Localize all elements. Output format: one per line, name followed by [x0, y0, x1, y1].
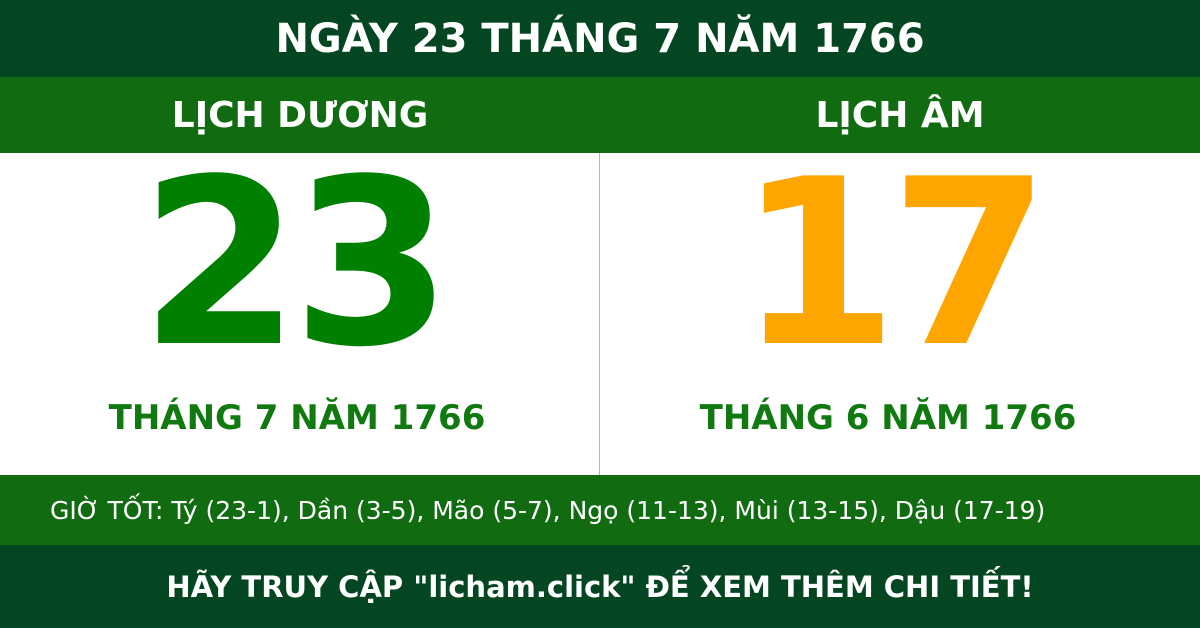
solar-day: 23 [139, 131, 452, 398]
column-divider [599, 153, 600, 475]
calendar-body [2, 153, 1200, 475]
page-title: NGÀY 23 THÁNG 7 NĂM 1766 [0, 0, 1200, 77]
footer-cta: HÃY TRUY CẬP "licham.click" ĐỂ XEM THÊM … [0, 545, 1200, 628]
column-headers: LỊCH DƯƠNG LỊCH ÂM [0, 77, 1200, 153]
lunar-label: LỊCH ÂM [815, 94, 985, 136]
solar-label: LỊCH DƯƠNG [171, 94, 429, 136]
lunar-month-year: THÁNG 6 NĂM 1766 [699, 398, 1077, 438]
lunar-day: 17 [737, 131, 1050, 398]
good-hours: GIỜ TỐT: Tý (23-1), Dần (3-5), Mão (5-7)… [0, 475, 1200, 545]
solar-month-year: THÁNG 7 NĂM 1766 [108, 398, 486, 438]
